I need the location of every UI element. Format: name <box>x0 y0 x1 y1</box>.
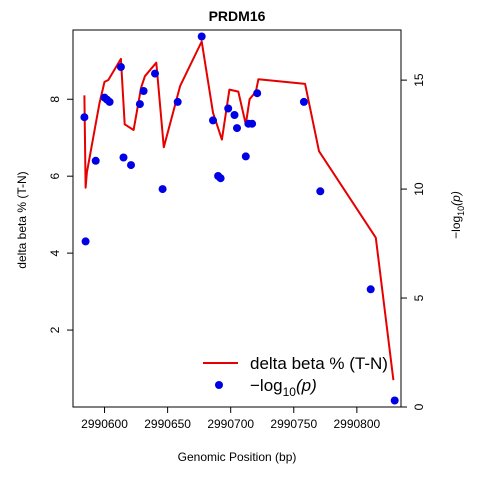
data-point-pvalue <box>158 185 167 194</box>
data-point-pvalue <box>316 187 325 196</box>
data-point-pvalue <box>299 97 308 106</box>
legend-label-pvalue-suffix: (p) <box>296 376 317 395</box>
y2-axis-label: −log10(p) <box>449 191 466 239</box>
x-axis-label: Genomic Position (bp) <box>178 450 297 464</box>
data-point-pvalue <box>139 87 148 95</box>
data-point-pvalue <box>224 104 233 113</box>
legend-label-pvalue-sub: 10 <box>283 385 297 399</box>
x-tick-label: 2990700 <box>207 417 254 431</box>
data-point-pvalue <box>241 152 250 161</box>
y2-tick-label: 0 <box>412 403 426 410</box>
y-axis-left: 2 4 6 8 <box>48 96 73 333</box>
data-point-pvalue <box>230 111 239 119</box>
data-point-pvalue <box>105 97 114 106</box>
series-layer <box>80 32 399 405</box>
data-point-pvalue <box>216 174 225 183</box>
data-point-pvalue <box>248 119 257 128</box>
data-point-pvalue <box>91 156 100 165</box>
y-tick-label: 6 <box>48 173 62 180</box>
y-tick-label: 2 <box>48 326 62 333</box>
legend-label-pvalue-prefix: −log <box>250 376 283 395</box>
y-tick-label: 4 <box>48 249 62 256</box>
data-point-pvalue <box>197 32 206 41</box>
plot-frame <box>72 29 402 408</box>
x-tick-label: 2990600 <box>81 417 128 431</box>
data-point-pvalue <box>135 100 144 109</box>
data-point-pvalue <box>127 161 135 170</box>
data-point-pvalue <box>209 116 217 125</box>
x-tick-label: 2990750 <box>270 417 317 431</box>
data-point-pvalue <box>253 89 262 98</box>
y2-tick-label: 10 <box>412 182 426 196</box>
y-tick-label: 8 <box>48 96 62 103</box>
data-point-pvalue <box>116 63 125 71</box>
data-point-pvalue <box>119 153 128 162</box>
y-axis-right: 0 5 10 15 <box>401 73 426 410</box>
x-axis: 2990600 2990650 2990700 2990750 2990800 <box>81 407 381 431</box>
y2-axis-label-prefix: −log <box>449 216 463 239</box>
data-point-pvalue <box>390 396 399 405</box>
y-axis-label: delta beta % (T-N) <box>15 171 29 268</box>
data-point-pvalue <box>173 97 182 106</box>
y2-axis-label-sub: 10 <box>456 206 466 216</box>
x-tick-label: 2990650 <box>144 417 191 431</box>
y2-tick-label: 15 <box>412 73 426 87</box>
chart-title: PRDM16 <box>209 8 266 24</box>
legend-point-swatch <box>215 381 223 389</box>
y2-tick-label: 5 <box>412 294 426 301</box>
data-point-pvalue <box>81 237 90 246</box>
y2-axis-label-suffix: (p) <box>449 191 463 206</box>
data-point-pvalue <box>151 69 159 78</box>
series-line-delta-beta <box>83 40 395 381</box>
data-point-pvalue <box>233 124 241 133</box>
legend-label-pvalue: −log10(p) <box>250 376 317 399</box>
data-point-pvalue <box>366 285 375 294</box>
legend-label-delta-beta: delta beta % (T-N) <box>250 354 388 373</box>
data-point-pvalue <box>80 113 89 122</box>
x-tick-label: 2990800 <box>333 417 380 431</box>
legend: delta beta % (T-N) −log10(p) <box>203 354 388 399</box>
